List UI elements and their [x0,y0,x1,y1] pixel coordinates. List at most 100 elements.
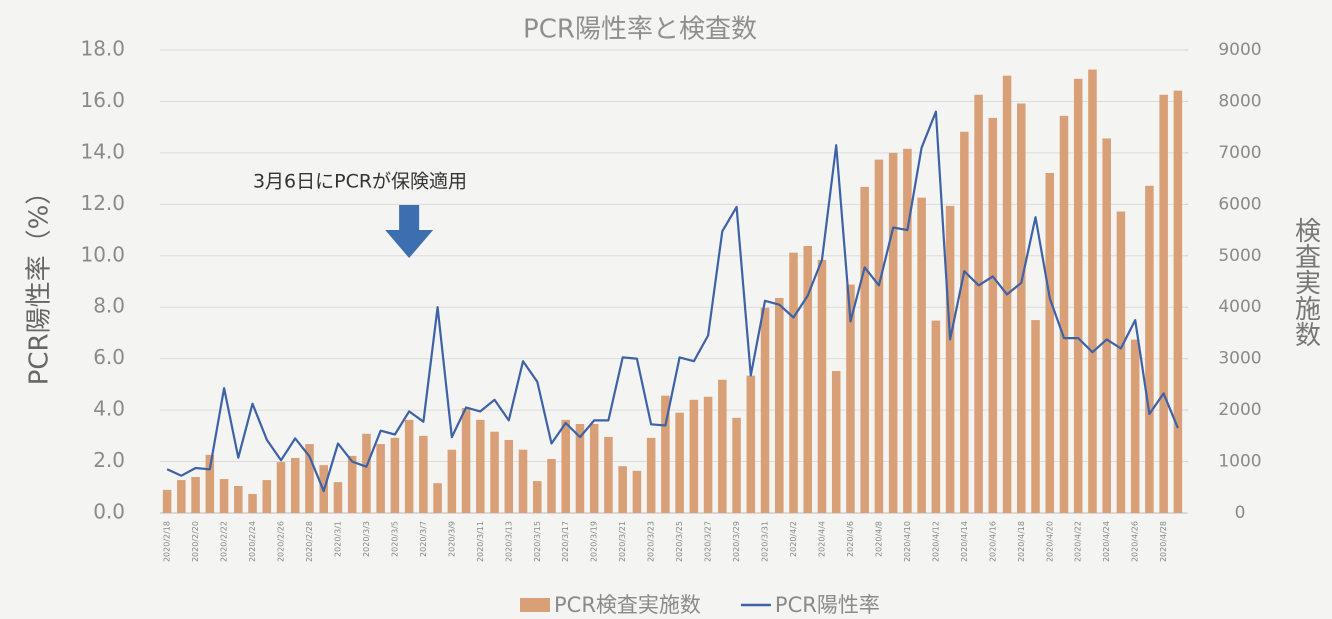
bar [931,320,941,513]
y2-tick-label: 4000 [1218,297,1261,317]
y2-tick-label: 8000 [1218,91,1261,111]
bar [518,449,528,513]
bar [376,444,385,513]
bar [162,489,172,513]
bar [305,444,314,513]
x-tick-label: 2020/3/31 [761,521,770,562]
bar [1031,320,1040,513]
bar [803,246,813,513]
legend: PCR検査実施数 PCR陽性率 [520,593,880,617]
x-tick-label: 2020/2/20 [191,521,200,562]
y-tick-label: 0.0 [93,500,125,524]
legend-label: PCR検査実施数 [554,593,701,617]
x-tick-label: 2020/3/21 [618,521,627,562]
bar [632,470,642,513]
bar [1017,103,1026,513]
x-tick-label: 2020/3/1 [333,521,342,557]
bar [561,419,570,513]
bar [262,480,272,513]
bar [1088,69,1097,513]
x-tick-label: 2020/3/5 [390,521,399,557]
x-tick-label: 2020/3/27 [704,521,713,562]
y-tick-label: 4.0 [93,397,125,421]
x-tick-label: 2020/4/22 [1074,521,1083,562]
x-tick-label: 2020/2/26 [277,521,286,562]
x-tick-label: 2020/4/18 [1017,521,1026,562]
bar [831,371,841,513]
bar [960,131,969,513]
y-tick-label: 18.0 [80,37,125,61]
bar [988,117,998,513]
x-tick-label: 2020/2/22 [220,521,229,562]
bar [1059,115,1069,514]
bar [646,437,656,513]
bar [874,159,884,513]
y-tick-label: 12.0 [80,191,125,215]
annotation-arrow [385,205,434,258]
bar [1045,172,1055,514]
y-tick-label: 6.0 [93,345,125,369]
bar [248,493,257,513]
bar [490,431,499,513]
x-tick-label: 2020/4/4 [817,521,826,557]
bar [419,435,428,513]
bar [746,375,756,513]
x-tick-label: 2020/4/12 [931,521,940,562]
bar [789,252,798,514]
x-tick-label: 2020/4/24 [1102,521,1111,562]
x-tick-label: 2020/2/28 [305,521,314,562]
y2-tick-label: 1000 [1218,452,1261,472]
bar [433,483,442,513]
bar [347,455,357,513]
y2-tick-label: 7000 [1218,143,1261,163]
bar [1145,185,1154,513]
bar [575,424,585,513]
bar [760,307,770,513]
legend-swatch [520,598,550,612]
y-axis-label: PCR陽性率（%） [25,179,55,386]
annotation: 3月6日にPCRが保険適用 [253,171,467,193]
bar [775,297,784,513]
y-tick-label: 16.0 [80,88,125,112]
bar [1073,78,1083,513]
y2-axis-label: 検査実施数 [1291,217,1321,347]
x-tick-label: 2020/4/16 [988,521,997,562]
x-tick-label: 2020/3/23 [647,521,656,562]
y2-tick-label: 2000 [1218,400,1261,420]
bar [888,152,898,513]
chart-title: PCR陽性率と検査数 [523,15,757,45]
bar [604,436,613,513]
x-tick-label: 2020/4/10 [903,521,912,562]
bar [234,485,243,513]
x-tick-label: 2020/4/28 [1159,521,1168,562]
bar [817,259,827,513]
legend-label: PCR陽性率 [775,593,880,617]
bar [390,437,400,513]
x-tick-label: 2020/4/14 [960,521,969,562]
y2-tick-label: 0 [1235,503,1246,523]
line [166,110,1179,493]
bar [333,482,343,513]
bar [618,466,627,513]
bar [945,205,955,514]
bar [1102,138,1111,514]
bar [404,419,414,513]
bar [1159,94,1168,514]
bar [675,412,684,513]
bar [846,284,855,513]
x-tick-label: 2020/3/13 [504,521,513,562]
y2-tick-label: 6000 [1218,194,1261,214]
bar [447,449,457,513]
x-tick-label: 2020/3/3 [362,521,371,557]
bar [689,399,699,513]
bar [290,457,300,513]
x-tick-label: 2020/3/15 [533,521,542,562]
x-tick-label: 2020/3/7 [419,521,428,557]
x-tick-label: 2020/4/6 [846,521,855,557]
bar [860,186,869,513]
x-tick-label: 2020/3/25 [675,521,684,562]
x-tick-label: 2020/4/26 [1131,521,1140,562]
bar [205,454,215,513]
